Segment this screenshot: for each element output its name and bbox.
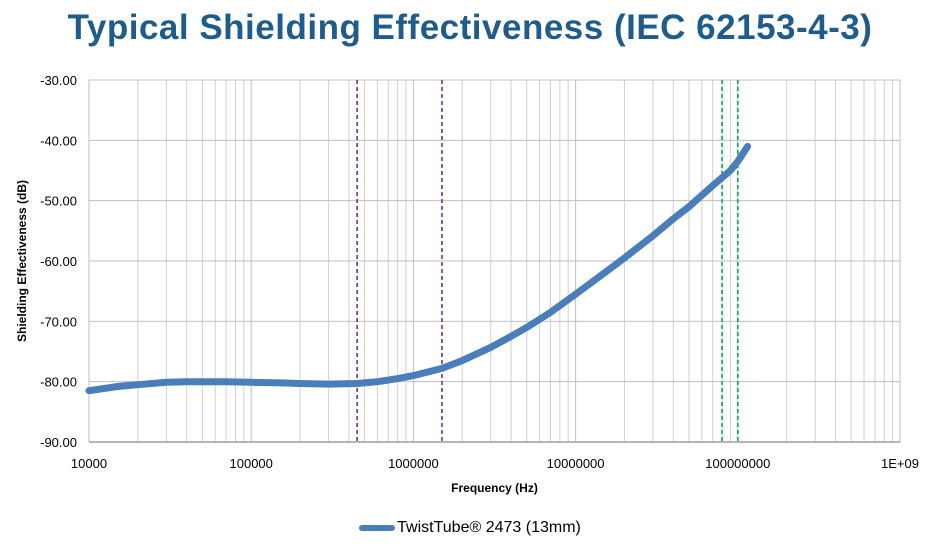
y-tick-label: -30.00 [40, 73, 77, 88]
y-tick-label: -80.00 [40, 375, 77, 390]
y-tick-label: -40.00 [40, 133, 77, 148]
y-tick-label: -60.00 [40, 254, 77, 269]
y-tick-label: -90.00 [40, 435, 77, 450]
x-axis-label: Frequency (Hz) [451, 481, 538, 495]
y-tick-label: -50.00 [40, 194, 77, 209]
legend-swatch [359, 525, 396, 531]
series-line [85, 142, 752, 395]
chart-title: Typical Shielding Effectiveness (IEC 621… [67, 8, 873, 47]
x-tick-label: 100000 [230, 456, 273, 471]
y-tick-label: -70.00 [40, 314, 77, 329]
legend: TwistTube® 2473 (13mm) [0, 519, 940, 537]
tick-labels: -90.00 -80.00 -70.00 -60.00 -50.00 -40.00 -30.… [40, 73, 919, 471]
x-tick-label: 10000 [71, 456, 107, 471]
grid [88, 79, 901, 443]
x-tick-label: 1E+09 [881, 456, 919, 471]
legend-label: TwistTube® 2473 (13mm) [397, 519, 581, 536]
x-tick-label: 1000000 [388, 456, 439, 471]
series-layer [85, 142, 752, 395]
y-axis-label: Shielding Effectiveness (dB) [15, 180, 29, 342]
x-tick-label: 10000000 [547, 456, 605, 471]
x-tick-label: 100000000 [705, 456, 770, 471]
